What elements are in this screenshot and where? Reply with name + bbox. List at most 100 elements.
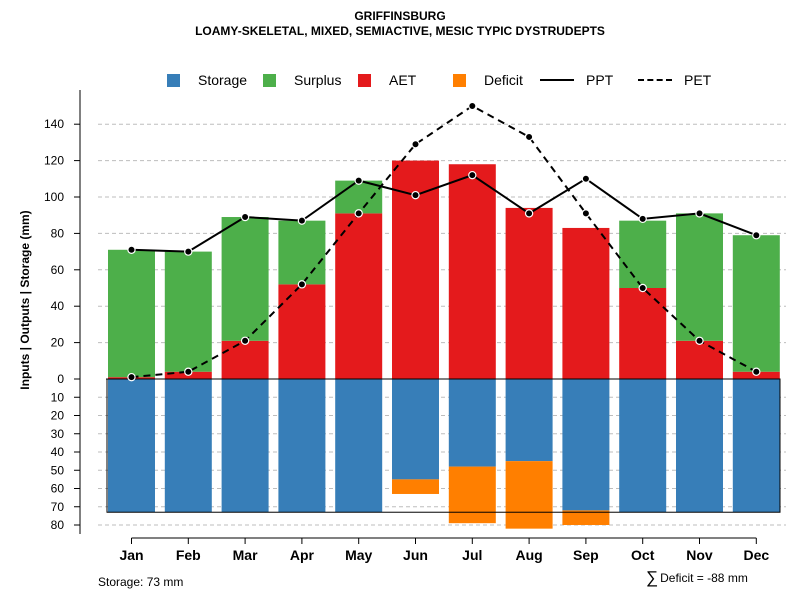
point-pet-jan (127, 372, 136, 382)
point-pet-oct (638, 283, 647, 293)
axes: 0 20 40 60 80 100 120 140 10 20 30 40 50 60 70 80 Jan Feb… (44, 90, 781, 563)
x-tick-label-feb: Feb (176, 547, 201, 563)
x-tick-label-apr: Apr (290, 547, 315, 563)
bar-aet-may (335, 213, 383, 379)
bar-surplus-apr (278, 220, 326, 285)
legend-label-surplus: Surplus (294, 72, 342, 88)
bar-storage-dec (732, 379, 780, 513)
chart-subtitle: LOAMY-SKELETAL, MIXED, SEMIACTIVE, MESIC… (195, 24, 605, 38)
bar-storage-sep (562, 379, 610, 511)
bar-aet-sep (562, 227, 610, 379)
y-tick-label-upper-0: 0 (57, 372, 64, 386)
legend-item-deficit: Deficit (453, 70, 523, 90)
bar-storage-jan (108, 379, 155, 513)
legend-item-ppt: PPT (540, 70, 613, 90)
bar-aet-oct (619, 288, 667, 379)
point-pet-sep (581, 209, 591, 218)
bar-storage-jul (448, 379, 496, 467)
point-pet-nov (695, 336, 704, 345)
line-pet (131, 104, 757, 379)
y-tick-label-upper-140: 140 (44, 117, 64, 131)
point-ppt-jan (127, 245, 136, 254)
bar-storage-apr (278, 379, 326, 513)
legend-line-ppt (540, 79, 574, 81)
legend-swatch-surplus (263, 73, 276, 87)
bar-storage-may (335, 379, 383, 513)
x-tick-label-jun: Jun (403, 547, 428, 563)
y-axis-label: Inputs | Outputs | Storage (mm) (18, 210, 32, 390)
legend-item-aet: AET (358, 70, 416, 90)
point-pet-mar (240, 336, 250, 345)
legend-label-ppt: PPT (586, 72, 614, 88)
bar-storage-feb (164, 379, 212, 513)
x-tick-label-oct: Oct (631, 547, 655, 563)
x-tick-label-sep: Sep (573, 547, 599, 563)
point-pet-feb (184, 367, 193, 376)
bar-surplus-nov (676, 213, 723, 341)
bar-deficit-sep (562, 510, 610, 525)
point-pet-jul (468, 101, 477, 111)
bar-aet-apr (278, 284, 326, 379)
legend-swatch-storage (167, 73, 180, 87)
point-ppt-may (354, 176, 363, 185)
point-pet-jun (411, 140, 420, 149)
point-ppt-jun (411, 190, 420, 200)
legend-line-pet (638, 79, 672, 81)
legend-label-storage: Storage (198, 72, 248, 88)
bar-storage-mar (221, 379, 269, 513)
bar-deficit-jun (392, 479, 439, 494)
point-ppt-sep (581, 174, 591, 183)
y-tick-label-lower-80: 80 (51, 518, 65, 532)
y-tick-label-upper-80: 80 (51, 226, 65, 240)
bar-surplus-mar (221, 217, 269, 341)
point-ppt-nov (695, 209, 704, 218)
bar-storage-oct (619, 379, 667, 513)
line-ppt (131, 174, 757, 253)
line-series (127, 101, 761, 382)
legend-label-pet: PET (684, 72, 712, 88)
point-pet-dec (752, 367, 761, 376)
x-tick-label-may: May (345, 547, 372, 563)
bar-surplus-jan (108, 249, 155, 378)
x-tick-label-dec: Dec (743, 547, 769, 563)
point-pet-may (354, 209, 363, 218)
bar-storage-jun (392, 379, 439, 480)
bar-aet-aug (505, 207, 553, 379)
legend-swatch-deficit (453, 73, 466, 87)
point-ppt-aug (524, 209, 534, 218)
bar-storage-aug (505, 379, 553, 462)
chart-title: GRIFFINSBURG (354, 9, 446, 23)
point-ppt-jul (468, 170, 477, 180)
point-ppt-apr (297, 216, 307, 225)
legend-label-aet: AET (389, 72, 417, 88)
y-tick-label-lower-50: 50 (51, 463, 65, 477)
legend-item-surplus: Surplus (263, 70, 341, 90)
bar-surplus-dec (732, 235, 780, 372)
bar-storage-nov (676, 379, 723, 513)
y-tick-label-upper-120: 120 (44, 154, 64, 168)
bar-aet-nov (676, 340, 723, 379)
legend: Storage Surplus AET Deficit PPT PET (0, 70, 800, 90)
point-ppt-dec (752, 231, 761, 240)
bar-aet-mar (221, 340, 269, 379)
bar-surplus-oct (619, 220, 667, 288)
legend-label-deficit: Deficit (484, 72, 523, 88)
x-tick-label-nov: Nov (686, 547, 713, 563)
x-tick-label-jan: Jan (119, 547, 143, 563)
sum-icon: ∑ (646, 568, 659, 587)
point-pet-apr (297, 280, 307, 289)
y-tick-label-lower-70: 70 (51, 500, 65, 514)
bar-series (108, 160, 780, 529)
bar-surplus-feb (164, 251, 212, 372)
x-tick-label-mar: Mar (233, 547, 258, 563)
legend-item-pet: PET (638, 70, 711, 90)
y-tick-label-upper-40: 40 (51, 299, 65, 313)
point-pet-aug (524, 132, 534, 142)
legend-swatch-aet (358, 73, 371, 87)
point-ppt-oct (638, 214, 647, 224)
gridlines (98, 123, 786, 526)
bar-deficit-jul (448, 466, 496, 524)
y-tick-label-upper-60: 60 (51, 263, 65, 277)
y-tick-label-lower-20: 20 (51, 409, 65, 423)
